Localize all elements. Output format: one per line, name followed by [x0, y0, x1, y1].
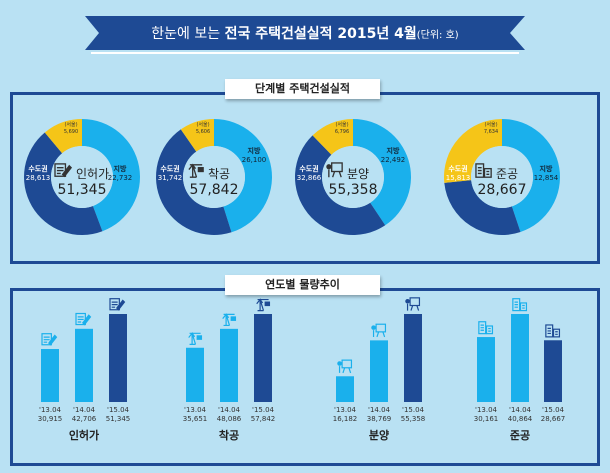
donut-hole: [183, 146, 245, 208]
donut-hole: [471, 146, 533, 208]
metro-label: 수도권: [160, 164, 179, 173]
local-value: 22,492: [381, 156, 406, 164]
seoul-label: (서울): [64, 121, 77, 128]
donut-total: 55,358: [329, 182, 378, 198]
person: [326, 164, 332, 170]
pen: [61, 164, 73, 178]
local-value: 26,100: [242, 156, 267, 164]
buildings-icon: [475, 163, 492, 178]
slice-seoul: [312, 119, 353, 155]
donut-center-label: 준공: [496, 167, 518, 181]
metro-value: 15,813: [446, 174, 471, 182]
document-pen-icon: [54, 163, 73, 178]
page-title: 한눈에 보는 전국 주택건설실적 2015년 4월(단위: 호): [151, 26, 459, 42]
donut-hole: [51, 146, 113, 208]
donut-total: 51,345: [58, 182, 107, 198]
metro-value: 31,742: [158, 174, 183, 182]
metro-value: 28,613: [26, 174, 51, 182]
slice-metro: [444, 180, 521, 236]
donut-charts: 인허가51,345수도권28,613지방22,732(서울)5,690착공57,…: [24, 119, 560, 236]
slice-seoul: [444, 119, 502, 183]
seoul-value: 5,690: [64, 129, 78, 135]
slice-metro: [294, 135, 386, 236]
crane-frame: [188, 163, 203, 178]
presentation-board-icon: [326, 162, 343, 178]
windows: [477, 167, 490, 176]
local-label: 지방: [114, 164, 127, 173]
donut-total: 28,667: [478, 182, 527, 198]
building-1: [475, 163, 485, 178]
donut-center-label: 분양: [347, 167, 369, 181]
doc-lines: [56, 167, 64, 175]
title-ribbon: 한눈에 보는 전국 주택건설실적 2015년 4월(단위: 호): [85, 16, 525, 54]
slice-metro: [156, 129, 232, 235]
trend-section: [10, 288, 600, 466]
slice-seoul: [44, 119, 82, 154]
slice-seoul: [180, 119, 214, 152]
crane-load: [197, 167, 204, 173]
local-value: 22,732: [108, 174, 133, 182]
slice-local: [502, 119, 560, 232]
slice-metro: [24, 132, 103, 236]
stage-section-title: 단계별 주택건설실적: [225, 79, 380, 99]
local-value: 12,854: [534, 174, 559, 182]
donut-center-label: 착공: [208, 167, 230, 181]
slice-local: [82, 119, 140, 232]
donut-hole: [322, 146, 384, 208]
seoul-value: 7,634: [484, 129, 498, 135]
local-label: 지방: [387, 146, 400, 155]
seoul-label: (서울): [335, 121, 348, 128]
local-label: 지방: [540, 164, 553, 173]
crane-icon: [188, 163, 204, 178]
trend-section-title: 연도별 물량추이: [225, 275, 380, 295]
board: [331, 162, 343, 173]
metro-label: 수도권: [299, 164, 318, 173]
seoul-value: 6,796: [335, 129, 349, 135]
seoul-label: (서울): [196, 121, 209, 128]
metro-label: 수도권: [28, 164, 47, 173]
local-label: 지방: [248, 146, 261, 155]
board-legs: [328, 169, 342, 178]
building-2: [483, 167, 492, 178]
seoul-label: (서울): [484, 121, 497, 128]
metro-value: 32,866: [297, 174, 322, 182]
donut-total: 57,842: [190, 182, 239, 198]
seoul-value: 5,606: [196, 129, 210, 135]
donut-center-label: 인허가: [76, 167, 109, 181]
metro-label: 수도권: [448, 164, 467, 173]
slice-local: [353, 119, 411, 226]
slice-local: [214, 119, 273, 233]
ribbon-shape: [85, 16, 525, 54]
